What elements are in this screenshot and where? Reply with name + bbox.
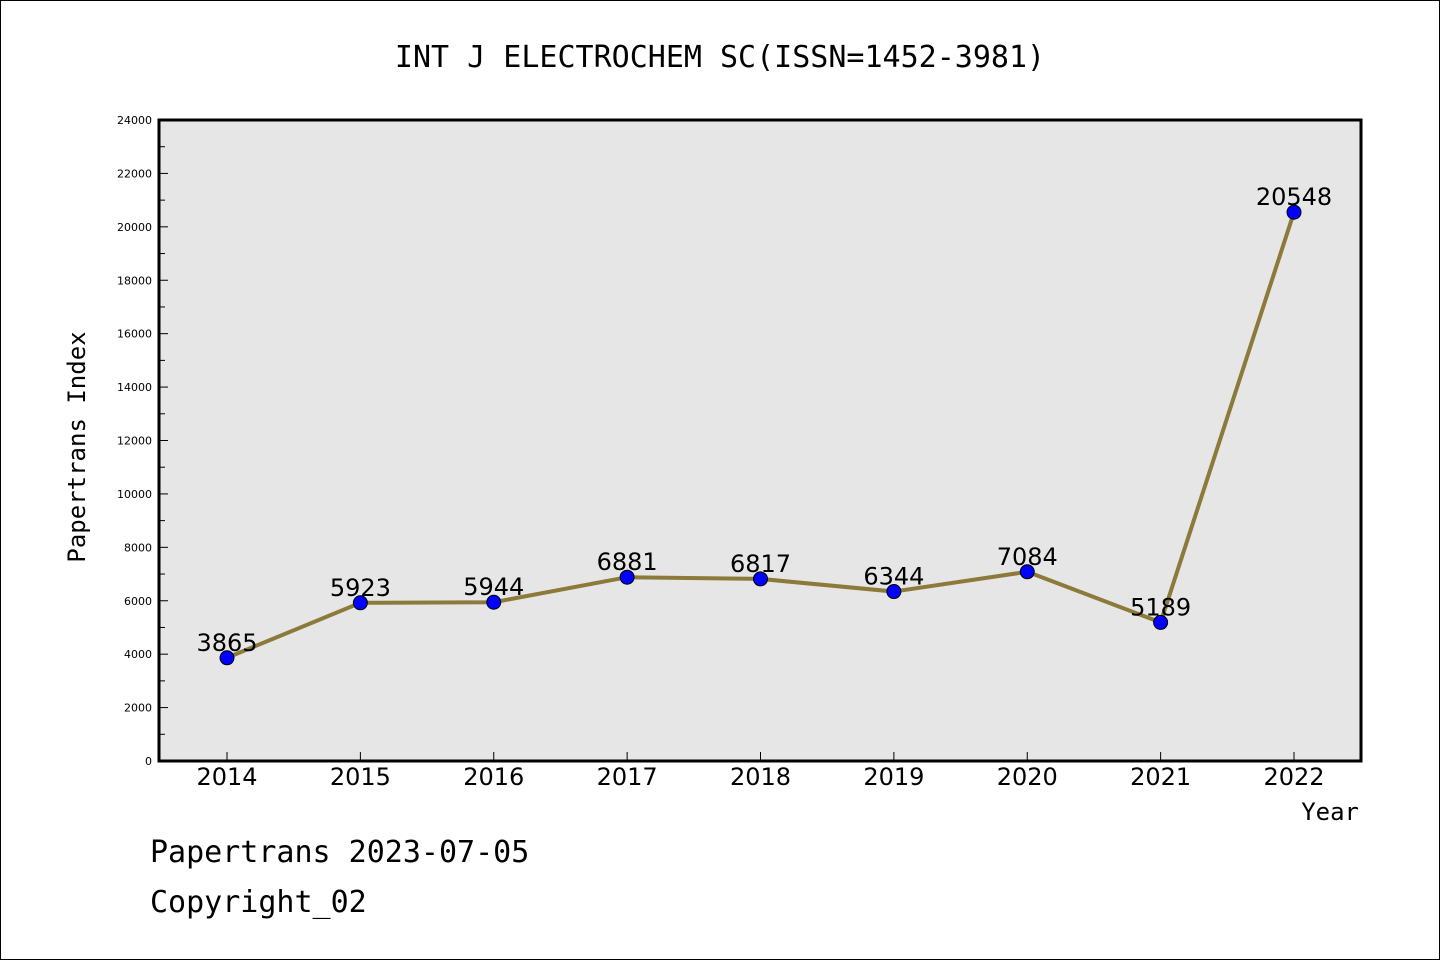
y-axis-label: Papertrans Index [63, 331, 91, 562]
y-tick-label: 10000 [117, 488, 152, 501]
x-tick-label: 2021 [1130, 763, 1191, 791]
data-label: 3865 [196, 629, 257, 657]
x-tick-label: 2022 [1263, 763, 1324, 791]
x-tick-label: 2020 [997, 763, 1058, 791]
data-point [219, 650, 235, 666]
y-tick-label: 24000 [117, 114, 152, 127]
x-axis-label: Year [1301, 798, 1359, 826]
x-axis: 2014 2015 2016 2017 2018 2019 2020 2021 2022 [196, 752, 1325, 791]
data-label: 20548 [1256, 183, 1332, 211]
y-tick-label: 18000 [117, 274, 152, 287]
footer-copyright-text: Copyright_02 [150, 885, 367, 920]
y-tick-label: 2000 [124, 702, 152, 715]
y-tick-label: 6000 [124, 595, 152, 608]
data-label: 5944 [463, 573, 524, 601]
data-point [886, 584, 902, 600]
data-point [1019, 564, 1035, 580]
data-label: 6881 [597, 548, 658, 576]
y-tick-label: 12000 [117, 435, 152, 448]
x-tick-label: 2016 [463, 763, 524, 791]
x-tick-label: 2014 [196, 763, 257, 791]
y-tick-label: 20000 [117, 221, 152, 234]
y-tick-label: 22000 [117, 167, 152, 180]
data-label: 6817 [730, 550, 791, 578]
series-layer: 3865 5923 5944 6881 6817 6344 7084 5189 20548 [196, 183, 1332, 666]
x-tick-label: 2017 [597, 763, 658, 791]
data-point [1153, 614, 1169, 630]
x-tick-label: 2018 [730, 763, 791, 791]
data-label: 6344 [863, 563, 924, 591]
data-point [619, 569, 635, 585]
data-point [753, 571, 768, 587]
y-tick-label: 16000 [117, 328, 152, 341]
y-axis: 0 2000 4000 6000 8000 10000 12000 14000 16000 180… [117, 114, 168, 768]
y-tick-label: 14000 [117, 381, 152, 394]
chart-title: INT J ELECTROCHEM SC(ISSN=1452-3981) [395, 40, 1045, 75]
data-label: 5189 [1130, 593, 1191, 621]
data-point [1286, 204, 1302, 220]
y-tick-label: 8000 [124, 541, 152, 554]
x-tick-label: 2019 [863, 763, 924, 791]
data-label: 7084 [997, 543, 1058, 571]
data-point [486, 594, 502, 610]
y-tick-label: 4000 [124, 648, 152, 661]
data-point [352, 595, 368, 611]
plot-area [157, 118, 1363, 763]
footer-date-text: Papertrans 2023-07-05 [150, 835, 530, 870]
x-tick-label: 2015 [330, 763, 391, 791]
data-label: 5923 [330, 574, 391, 602]
y-tick-label: 0 [145, 755, 152, 768]
